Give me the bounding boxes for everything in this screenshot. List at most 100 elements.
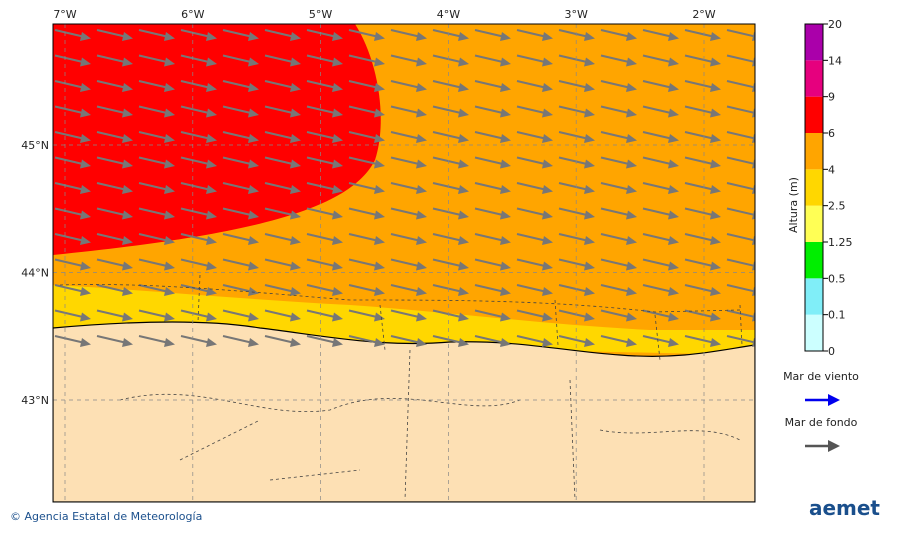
arrow (642, 54, 674, 64)
arrow-head (584, 338, 595, 347)
arrow (642, 156, 674, 166)
arrow (264, 80, 296, 89)
arrow (390, 131, 422, 140)
arrow-head (710, 287, 721, 296)
arrow (642, 309, 674, 319)
legend-label: Mar de fondo (785, 416, 858, 429)
arrow-head (710, 185, 721, 194)
arrow (306, 131, 338, 140)
arrow (474, 284, 506, 293)
arrow-head (668, 338, 679, 347)
arrow (558, 309, 590, 319)
arrow (96, 131, 128, 140)
arrow-head (752, 287, 755, 296)
arrow (264, 207, 296, 217)
arrow (180, 309, 212, 319)
credit: © Agencia Estatal de Meteorología (10, 510, 202, 523)
arrow (600, 207, 632, 217)
arrow-head (122, 287, 133, 296)
arrow (516, 131, 548, 140)
arrow (138, 284, 170, 293)
arrow (432, 54, 464, 64)
arrow (54, 131, 86, 140)
arrow (684, 80, 716, 89)
arrow-head (374, 312, 385, 322)
arrow (516, 335, 548, 344)
arrow (222, 309, 254, 319)
arrow-head (752, 57, 755, 67)
arrow (96, 309, 128, 319)
arrow (306, 309, 338, 319)
arrow (180, 233, 212, 242)
arrow (138, 233, 170, 242)
arrow-head (122, 338, 133, 347)
arrow-head (500, 338, 511, 347)
arrow-head (668, 261, 679, 271)
arrow-head (164, 338, 175, 347)
arrow-head (416, 312, 427, 322)
arrow (138, 335, 170, 344)
arrow-head (374, 210, 385, 220)
arrow-head (248, 134, 259, 143)
arrow (558, 54, 590, 64)
arrow (684, 156, 716, 166)
arrow (306, 284, 338, 293)
arrow-head (542, 338, 553, 347)
arrow-head (290, 185, 301, 194)
arrow-head (332, 185, 343, 194)
arrow (516, 80, 548, 89)
legend-arrow-head (828, 440, 840, 452)
arrow-head (122, 159, 133, 169)
arrow-head (458, 159, 469, 169)
arrow (348, 309, 380, 319)
arrow-head (752, 261, 755, 271)
arrow-head (626, 287, 637, 296)
arrow (558, 258, 590, 268)
arrow (600, 258, 632, 268)
colorbar-segment (805, 133, 823, 170)
arrow (306, 80, 338, 89)
arrow-head (206, 236, 217, 245)
arrow (54, 207, 86, 217)
arrow-head (80, 185, 91, 194)
arrow-head (668, 134, 679, 143)
arrow-head (458, 338, 469, 347)
arrow-head (122, 185, 133, 194)
arrow-head (500, 32, 511, 41)
arrow-head (626, 210, 637, 220)
arrow (558, 105, 590, 115)
arrow-head (248, 108, 259, 118)
arrow-head (668, 83, 679, 92)
arrow-head (248, 261, 259, 271)
arrow-head (122, 108, 133, 118)
arrow (348, 284, 380, 293)
arrow (600, 80, 632, 89)
arrow (138, 182, 170, 191)
arrow (264, 233, 296, 242)
colorbar-segment (805, 60, 823, 97)
arrow-head (206, 185, 217, 194)
arrow-head (248, 185, 259, 194)
arrow-head (584, 159, 595, 169)
arrow (96, 258, 128, 268)
arrow (222, 29, 254, 38)
arrow-head (584, 185, 595, 194)
arrow (474, 105, 506, 115)
arrow (138, 80, 170, 89)
arrow-head (164, 210, 175, 220)
arrow (726, 80, 755, 89)
arrow-head (752, 83, 755, 92)
arrow (222, 207, 254, 217)
arrow-head (500, 83, 511, 92)
arrow (138, 258, 170, 268)
arrow (180, 258, 212, 268)
arrow-head (206, 108, 217, 118)
arrow (684, 54, 716, 64)
arrow (348, 335, 380, 344)
arrow-head (500, 185, 511, 194)
arrow-head (332, 236, 343, 245)
arrow (348, 54, 380, 64)
arrow (138, 54, 170, 64)
arrow-head (710, 134, 721, 143)
arrow-head (164, 83, 175, 92)
